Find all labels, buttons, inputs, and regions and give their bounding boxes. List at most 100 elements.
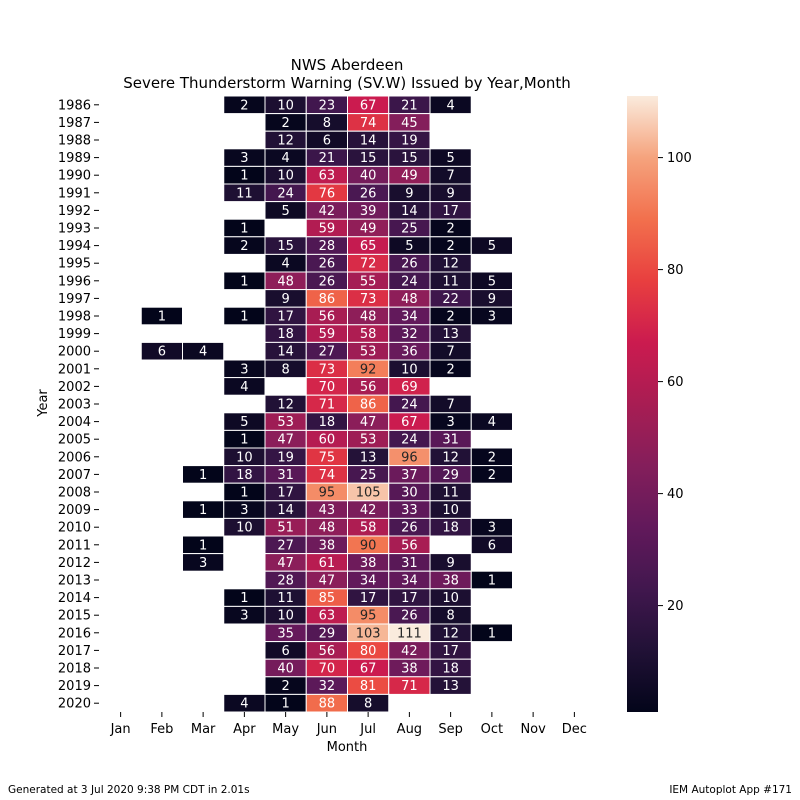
x-tick-label: Apr: [233, 722, 256, 737]
cell-value-label: 73: [319, 362, 336, 377]
cell-value-label: 7: [446, 345, 454, 360]
cell-value-label: 85: [319, 591, 336, 606]
y-tick-label: 2016: [58, 626, 91, 641]
x-axis-ticks: Jan Feb Mar Apr May Jun Jul Aug Sep Oct Nov Dec: [110, 712, 587, 737]
cell-value-label: 5: [488, 274, 496, 289]
heatmap-cell: [470, 236, 513, 255]
heatmap-cell: [470, 412, 513, 431]
cell-value-label: 105: [356, 486, 381, 501]
cell-value-label: 88: [319, 697, 336, 712]
y-tick-label: 1996: [58, 274, 91, 289]
x-tick-label: Nov: [520, 722, 546, 737]
cell-value-label: 58: [360, 521, 377, 536]
cell-value-label: 2: [488, 468, 496, 483]
cell-value-label: 2: [446, 239, 454, 254]
cell-value-label: 72: [360, 257, 377, 272]
cell-value-label: 6: [323, 134, 331, 149]
cell-value-label: 45: [401, 116, 418, 131]
x-tick-label: Jun: [316, 722, 337, 737]
cell-value-label: 26: [401, 257, 418, 272]
heatmap-cell: [182, 341, 225, 361]
y-axis-label: Year: [36, 389, 51, 418]
cell-value-label: 28: [319, 239, 336, 254]
cell-value-label: 95: [319, 486, 336, 501]
y-tick-label: 2006: [58, 450, 91, 465]
cell-value-label: 12: [442, 626, 459, 641]
cell-value-label: 10: [236, 450, 253, 465]
cell-value-label: 1: [488, 626, 496, 641]
heatmap-cell: [182, 553, 225, 572]
y-tick-label: 2009: [58, 503, 91, 518]
y-tick-label: 2007: [58, 468, 91, 483]
cell-value-label: 47: [277, 433, 294, 448]
y-tick-label: 1986: [58, 98, 91, 113]
cell-value-label: 11: [277, 591, 294, 606]
cell-value-label: 26: [401, 521, 418, 536]
colorbar-tick-label: 40: [667, 487, 684, 502]
cell-value-label: 56: [401, 538, 418, 553]
colorbar-ticks: 20 40 60 80 100: [658, 151, 692, 614]
y-tick-label: 2017: [58, 644, 91, 659]
cell-value-label: 34: [360, 574, 377, 589]
cell-value-label: 7: [446, 169, 454, 184]
cell-value-label: 14: [277, 503, 294, 518]
cell-value-label: 34: [401, 574, 418, 589]
cell-value-label: 19: [401, 134, 418, 149]
cell-value-label: 30: [401, 486, 418, 501]
cell-value-label: 51: [277, 521, 294, 536]
cell-value-label: 9: [281, 292, 289, 307]
cell-value-label: 39: [360, 204, 377, 219]
cell-value-label: 7: [446, 398, 454, 413]
cell-value-label: 1: [240, 274, 248, 289]
cell-value-label: 4: [199, 345, 207, 360]
cell-value-label: 13: [360, 450, 377, 465]
y-tick-label: 1995: [58, 257, 91, 272]
cell-value-label: 42: [319, 204, 336, 219]
colorbar-tick-label: 100: [667, 151, 692, 166]
y-tick-label: 2013: [58, 574, 91, 589]
cell-value-label: 67: [401, 415, 418, 430]
cell-value-label: 17: [277, 486, 294, 501]
cell-value-label: 1: [281, 697, 289, 712]
footer-generated-text: Generated at 3 Jul 2020 9:38 PM CDT in 2…: [8, 784, 250, 796]
cell-value-label: 18: [277, 327, 294, 342]
cell-value-label: 17: [442, 204, 459, 219]
cell-value-label: 12: [277, 398, 294, 413]
heatmap-cell: [470, 623, 513, 643]
heatmap-cell: [470, 570, 513, 590]
heatmap-cell: [223, 377, 266, 396]
x-tick-label: Dec: [562, 722, 587, 737]
heatmap-cell: [429, 359, 472, 379]
cell-value-label: 4: [446, 98, 454, 113]
heatmap-cell: [140, 306, 183, 326]
cell-value-label: 6: [488, 538, 496, 553]
x-tick-label: Feb: [150, 722, 173, 737]
y-tick-label: 2018: [58, 662, 91, 677]
cell-value-label: 23: [319, 98, 336, 113]
cell-value-label: 36: [401, 345, 418, 360]
cell-value-label: 2: [446, 362, 454, 377]
cell-value-label: 59: [319, 327, 336, 342]
cell-value-label: 86: [319, 292, 336, 307]
y-tick-label: 1997: [58, 292, 91, 307]
cell-value-label: 53: [360, 433, 377, 448]
cell-value-label: 28: [277, 574, 294, 589]
cell-value-label: 96: [401, 450, 418, 465]
cell-value-label: 56: [319, 310, 336, 325]
x-tick-label: Jan: [110, 722, 131, 737]
cell-value-label: 25: [360, 468, 377, 483]
cell-value-label: 1: [199, 468, 207, 483]
cell-value-label: 53: [360, 345, 377, 360]
cell-value-label: 2: [240, 239, 248, 254]
cell-value-label: 86: [360, 398, 377, 413]
cell-value-label: 12: [277, 134, 294, 149]
cell-value-label: 42: [360, 503, 377, 518]
cell-value-label: 17: [401, 591, 418, 606]
cell-value-label: 24: [401, 274, 418, 289]
cell-value-label: 48: [319, 521, 336, 536]
cell-value-label: 40: [360, 169, 377, 184]
y-tick-label: 2002: [58, 380, 91, 395]
x-tick-label: Sep: [438, 722, 463, 737]
heatmap-cell: [429, 676, 472, 695]
